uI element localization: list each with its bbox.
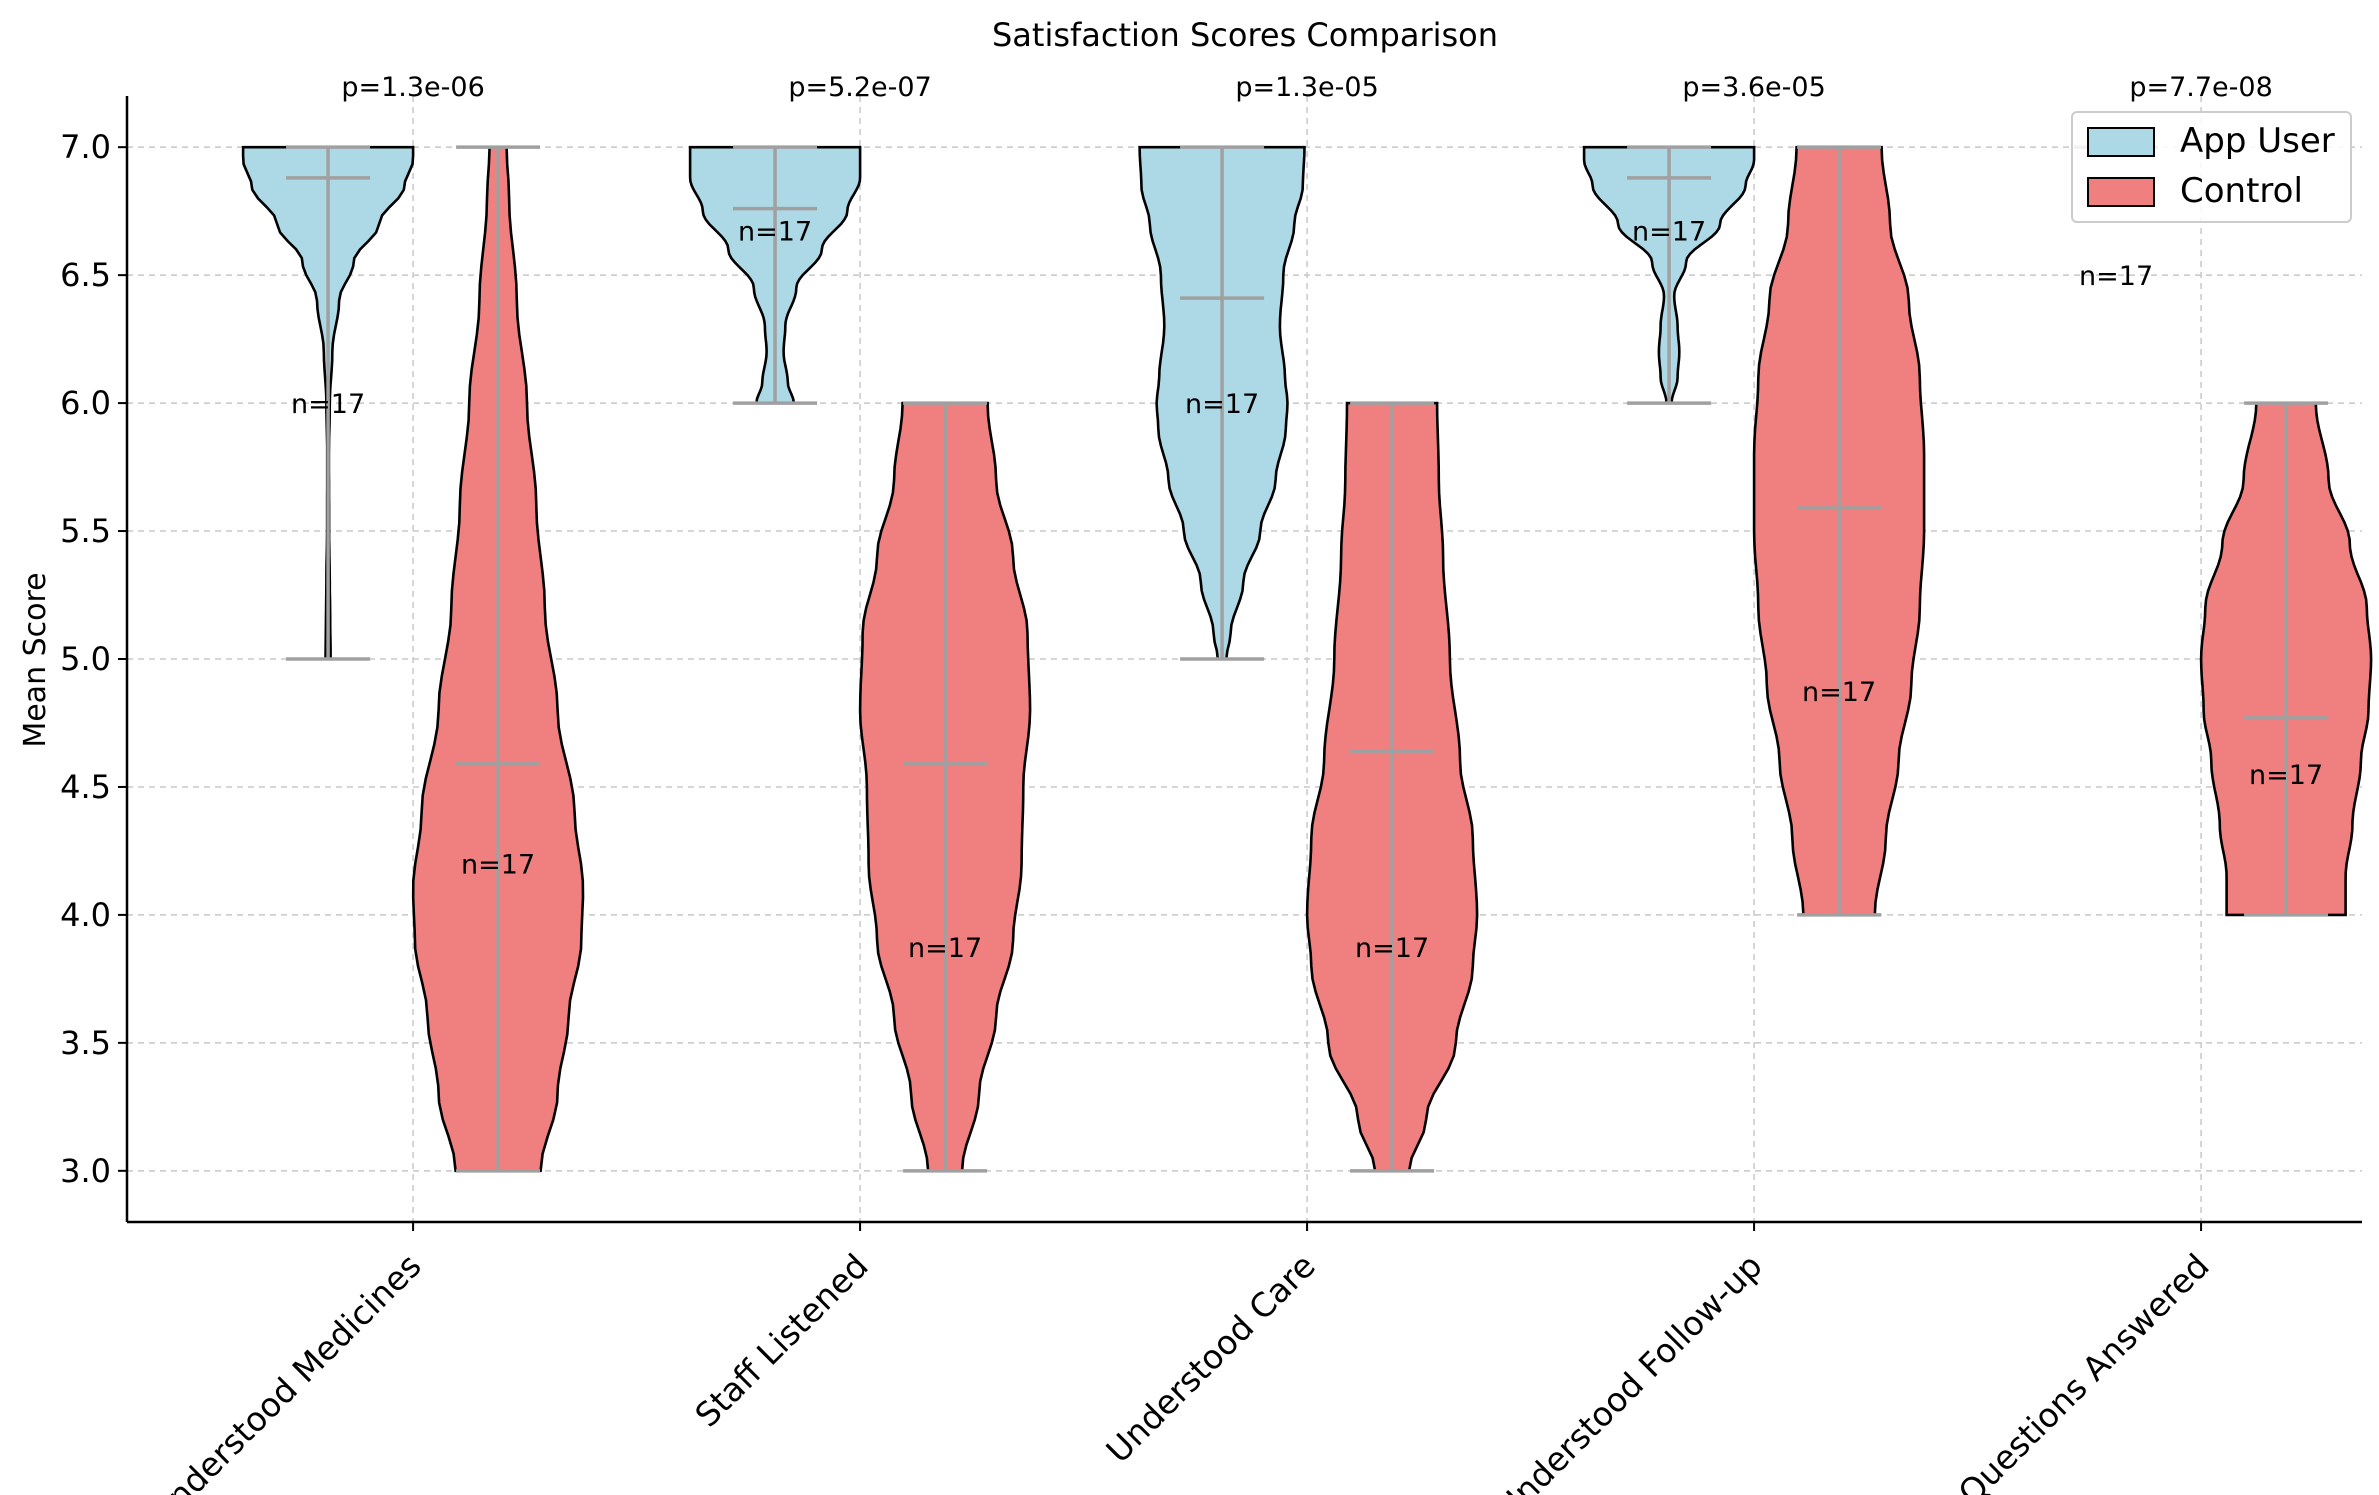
sample-size-label: n=17	[291, 389, 365, 420]
y-axis-label: Mean Score	[18, 572, 53, 747]
y-tick-label: 5.5	[60, 512, 111, 550]
sample-size-label: n=17	[738, 216, 812, 247]
p-value-label: p=7.7e-08	[2129, 72, 2272, 103]
chart-title: Satisfaction Scores Comparison	[992, 16, 1498, 54]
violin-layer	[241, 145, 2373, 1173]
x-tick-label: Understood Medicines	[142, 1246, 429, 1495]
p-value-label: p=5.2e-07	[788, 72, 931, 103]
sample-size-label: n=17	[1185, 389, 1259, 420]
sample-size-label: n=17	[2249, 760, 2323, 791]
y-tick-label: 4.5	[60, 768, 111, 806]
y-tick-label: 5.0	[60, 640, 111, 678]
legend-label: App User	[2180, 121, 2335, 161]
legend-swatch	[2087, 177, 2155, 207]
y-tick-label: 3.5	[60, 1024, 111, 1062]
x-tick-label: Understood Care	[1098, 1246, 1322, 1470]
y-tick-label: 3.0	[60, 1152, 111, 1190]
grid-layer	[127, 96, 2362, 1222]
legend-label: Control	[2180, 171, 2303, 211]
y-tick-label: 6.0	[60, 384, 111, 422]
p-value-label: p=1.3e-05	[1235, 72, 1378, 103]
sample-size-label: n=17	[461, 850, 535, 881]
legend-swatch	[2087, 127, 2155, 157]
label-layer: p=1.3e-06 p=5.2e-07 p=1.3e-05 p=3.6e-05 p=7.…	[291, 72, 2323, 964]
legend: App User Control	[2071, 111, 2352, 223]
sample-size-label: n=17	[1802, 677, 1876, 708]
sample-size-label: n=17	[1355, 933, 1429, 964]
p-value-label: p=1.3e-06	[341, 72, 484, 103]
y-tick-label: 7.0	[60, 128, 111, 166]
p-value-label: p=3.6e-05	[1682, 72, 1825, 103]
x-tick-label: Questions Answered	[1951, 1246, 2217, 1495]
x-tick-label: Staff Listened	[687, 1246, 875, 1434]
sample-size-label: n=17	[1632, 216, 1706, 247]
sample-size-label: n=17	[908, 933, 982, 964]
sample-size-label: n=17	[2079, 261, 2153, 292]
x-tick-label: Understood Follow-up	[1488, 1246, 1770, 1495]
y-tick-label: 4.0	[60, 896, 111, 934]
y-tick-label: 6.5	[60, 256, 111, 294]
